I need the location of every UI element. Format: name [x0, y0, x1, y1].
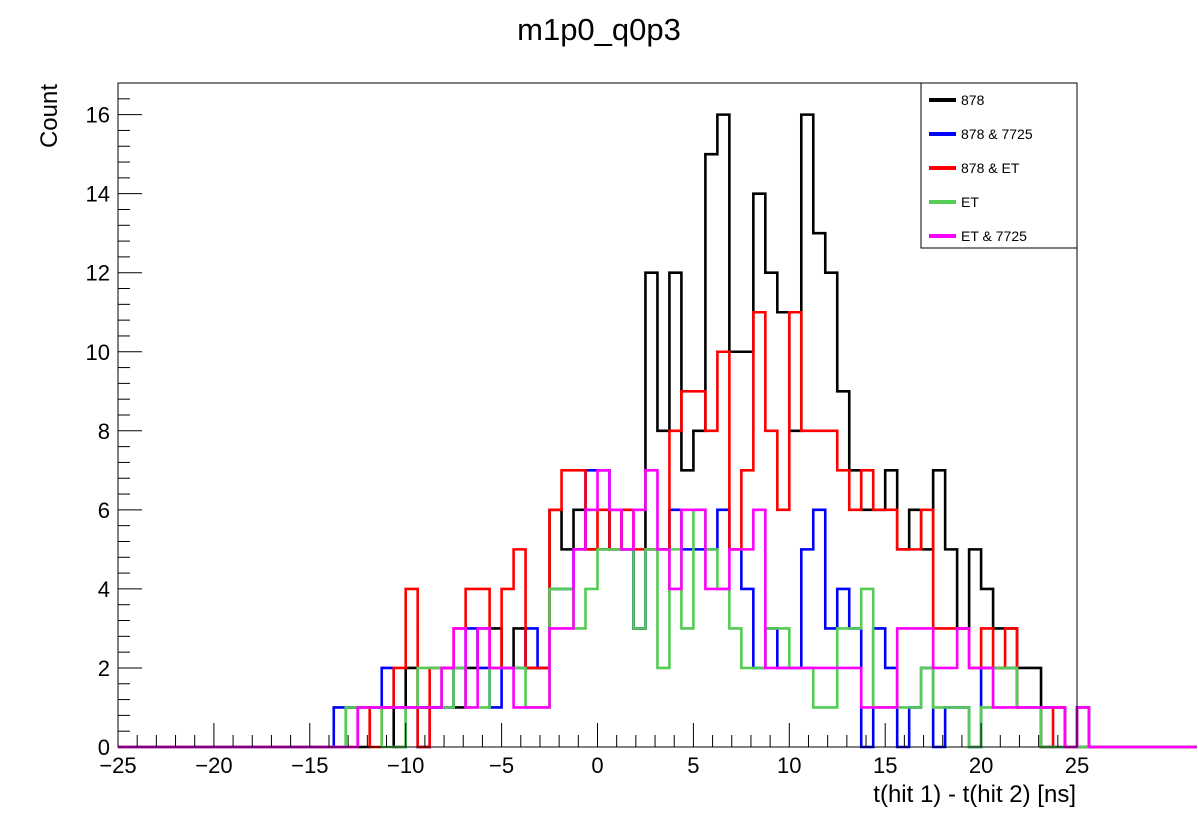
x-tick-label: 15 [873, 753, 897, 778]
x-tick-label: −5 [489, 753, 514, 778]
legend-label: 878 [961, 92, 985, 108]
legend-label: ET [961, 194, 979, 210]
y-tick-label: 16 [86, 103, 110, 128]
axis-layer: −25 −20 −15 −10 −5 0 5 10 15 20 25 0 2 4 6 8 10 12 14 16 [86, 82, 1089, 778]
legend-box [920, 82, 1078, 249]
x-tick-label: 10 [777, 753, 801, 778]
x-tick-label: −10 [387, 753, 424, 778]
series-line-5 [118, 469, 1197, 749]
x-tick-label: 0 [591, 753, 603, 778]
legend: 878 878 & 7725 878 & ET ET ET & 7725 [920, 82, 1078, 249]
y-tick-label: 12 [86, 261, 110, 286]
x-tick-label: −20 [195, 753, 232, 778]
chart-title: m1p0_q0p3 [517, 12, 681, 47]
y-tick-label: 0 [98, 735, 110, 760]
series-layer [118, 113, 1197, 749]
x-tick-label: 20 [969, 753, 993, 778]
y-tick-label: 10 [86, 340, 110, 365]
y-axis-title: Count [36, 84, 63, 148]
y-tick-label: 6 [98, 498, 110, 523]
legend-label: 878 & 7725 [961, 126, 1033, 142]
x-tick-label: −15 [291, 753, 328, 778]
legend-label: 878 & ET [961, 160, 1020, 176]
legend-label: ET & 7725 [961, 228, 1027, 244]
y-tick-label: 14 [86, 182, 110, 207]
y-tick-label: 2 [98, 656, 110, 681]
y-tick-label: 8 [98, 419, 110, 444]
series-line-3 [118, 310, 1197, 749]
x-tick-label: 5 [687, 753, 699, 778]
x-axis-title: t(hit 1) - t(hit 2) [ns] [873, 781, 1076, 808]
y-tick-label: 4 [98, 577, 110, 602]
x-tick-label: 25 [1065, 753, 1089, 778]
x-tick-label: −25 [99, 753, 136, 778]
